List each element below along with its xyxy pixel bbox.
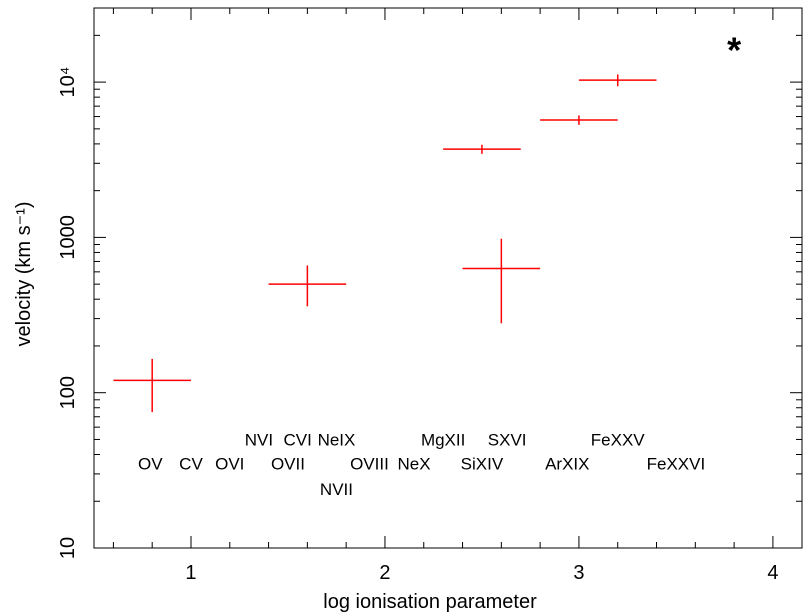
ion-label: OV — [138, 455, 163, 474]
ion-label: FeXXV — [591, 430, 646, 449]
plot-frame — [93, 7, 803, 549]
ion-label: SXVI — [488, 430, 527, 449]
ion-label: CV — [179, 455, 203, 474]
x-tick-label: 1 — [185, 562, 196, 584]
data-point — [268, 265, 347, 307]
data-point — [113, 358, 191, 413]
ion-label: SiXIV — [461, 455, 504, 474]
ion-label: NeX — [398, 455, 431, 474]
ion-label: CVI — [283, 430, 311, 449]
ion-label: OVII — [271, 455, 305, 474]
ion-label: NVII — [320, 480, 353, 499]
ion-label: OVIII — [350, 455, 389, 474]
ion-label: MgXII — [421, 430, 465, 449]
x-tick-label: 4 — [767, 562, 778, 584]
ion-label: ArXIX — [545, 455, 589, 474]
data-point — [578, 74, 657, 87]
y-tick-label: 10⁴ — [57, 67, 79, 98]
x-tick-label: 2 — [379, 562, 390, 584]
y-tick-label: 10 — [57, 537, 79, 559]
y-tick-label: 100 — [57, 376, 79, 409]
ion-label: NeIX — [318, 430, 356, 449]
y-tick-label: 1000 — [57, 215, 79, 260]
asterisk-marker: * — [727, 30, 741, 71]
y-axis-label: velocity (km s⁻¹) — [13, 202, 35, 347]
data-point — [443, 144, 521, 154]
data-point — [462, 238, 541, 324]
x-tick-label: 3 — [573, 562, 584, 584]
x-axis-label: log ionisation parameter — [323, 591, 537, 613]
ion-label: NVI — [245, 430, 273, 449]
ion-label: OVI — [215, 455, 244, 474]
ion-label: FeXXVI — [647, 455, 706, 474]
data-point — [540, 115, 618, 125]
